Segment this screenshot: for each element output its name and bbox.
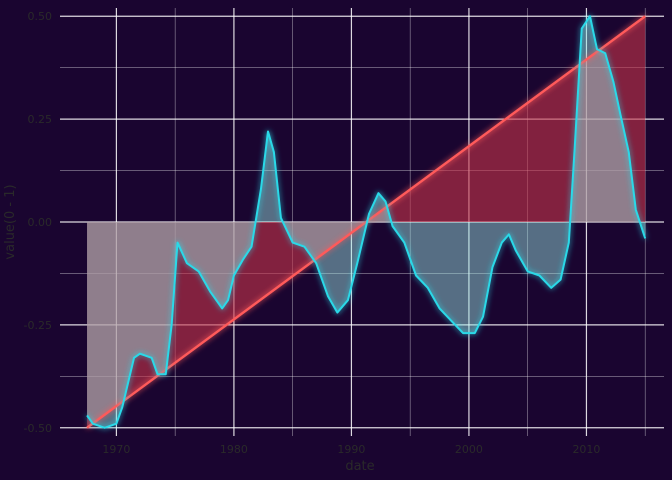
x-tick-label: 1970 <box>102 443 130 456</box>
x-axis-title: date <box>345 459 374 474</box>
x-tick-label: 2010 <box>572 443 600 456</box>
tick-labels: 1970 1980 1990 2000 2010 -0.50 -0.25 0.00 0.25 0.… <box>24 10 601 456</box>
x-tick-label: 1980 <box>220 443 248 456</box>
x-tick-label: 2000 <box>455 443 483 456</box>
x-tick-label: 1990 <box>337 443 365 456</box>
series-lines <box>86 15 647 429</box>
y-tick-label: 0.50 <box>28 10 53 23</box>
y-axis-title: value(0 - 1) <box>3 184 18 259</box>
y-tick-label: -0.25 <box>24 319 52 332</box>
y-tick-label: -0.50 <box>24 422 52 435</box>
series-line-1 <box>86 15 647 429</box>
y-tick-label: 0.00 <box>28 216 53 229</box>
y-tick-label: 0.25 <box>28 113 53 126</box>
